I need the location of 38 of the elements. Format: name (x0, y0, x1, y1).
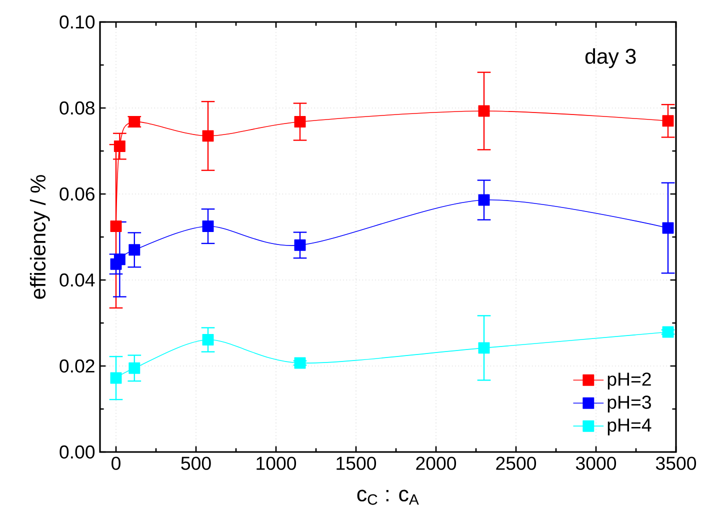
point (202, 220, 214, 232)
point (294, 239, 306, 251)
y-tick-label: 0.06 (60, 187, 94, 201)
y-tick-label: 0.02 (60, 359, 94, 373)
legend-label: pH=3 (608, 396, 651, 413)
point (114, 254, 126, 266)
point (478, 105, 490, 117)
annotation: day 3 (585, 48, 636, 68)
x-tick-label: 2500 (496, 456, 536, 470)
point (114, 140, 126, 152)
y-axis-title: efficiency / % (30, 175, 50, 299)
x-tick-label: 2000 (416, 456, 456, 470)
point (662, 326, 674, 338)
point (202, 334, 214, 346)
x-tick-label: 0 (112, 456, 120, 470)
point (110, 220, 122, 232)
x-tick-label: 3000 (576, 456, 616, 470)
point (110, 372, 122, 384)
x-tick-label: 500 (181, 456, 211, 470)
x-tick-label: 3500 (656, 456, 696, 470)
y-tick-label: 0.10 (60, 15, 95, 29)
x-tick-label: 1000 (256, 456, 296, 470)
point (478, 342, 490, 354)
point (294, 116, 306, 128)
legend-label: pH=4 (608, 418, 652, 436)
y-tick-label: 0.08 (60, 101, 94, 115)
point (662, 115, 674, 127)
y-tick-label: 0.04 (60, 273, 95, 287)
point (478, 194, 490, 206)
point (202, 130, 214, 142)
point (128, 362, 140, 374)
y-tick-label: 0.00 (60, 445, 95, 459)
x-tick-label: 1500 (336, 456, 376, 470)
legend-label: pH=2 (608, 372, 651, 390)
point (294, 357, 306, 369)
point (662, 222, 674, 234)
point (128, 244, 140, 256)
x-axis-title: c$_{C}$ : c$_{A}$ (357, 490, 419, 505)
